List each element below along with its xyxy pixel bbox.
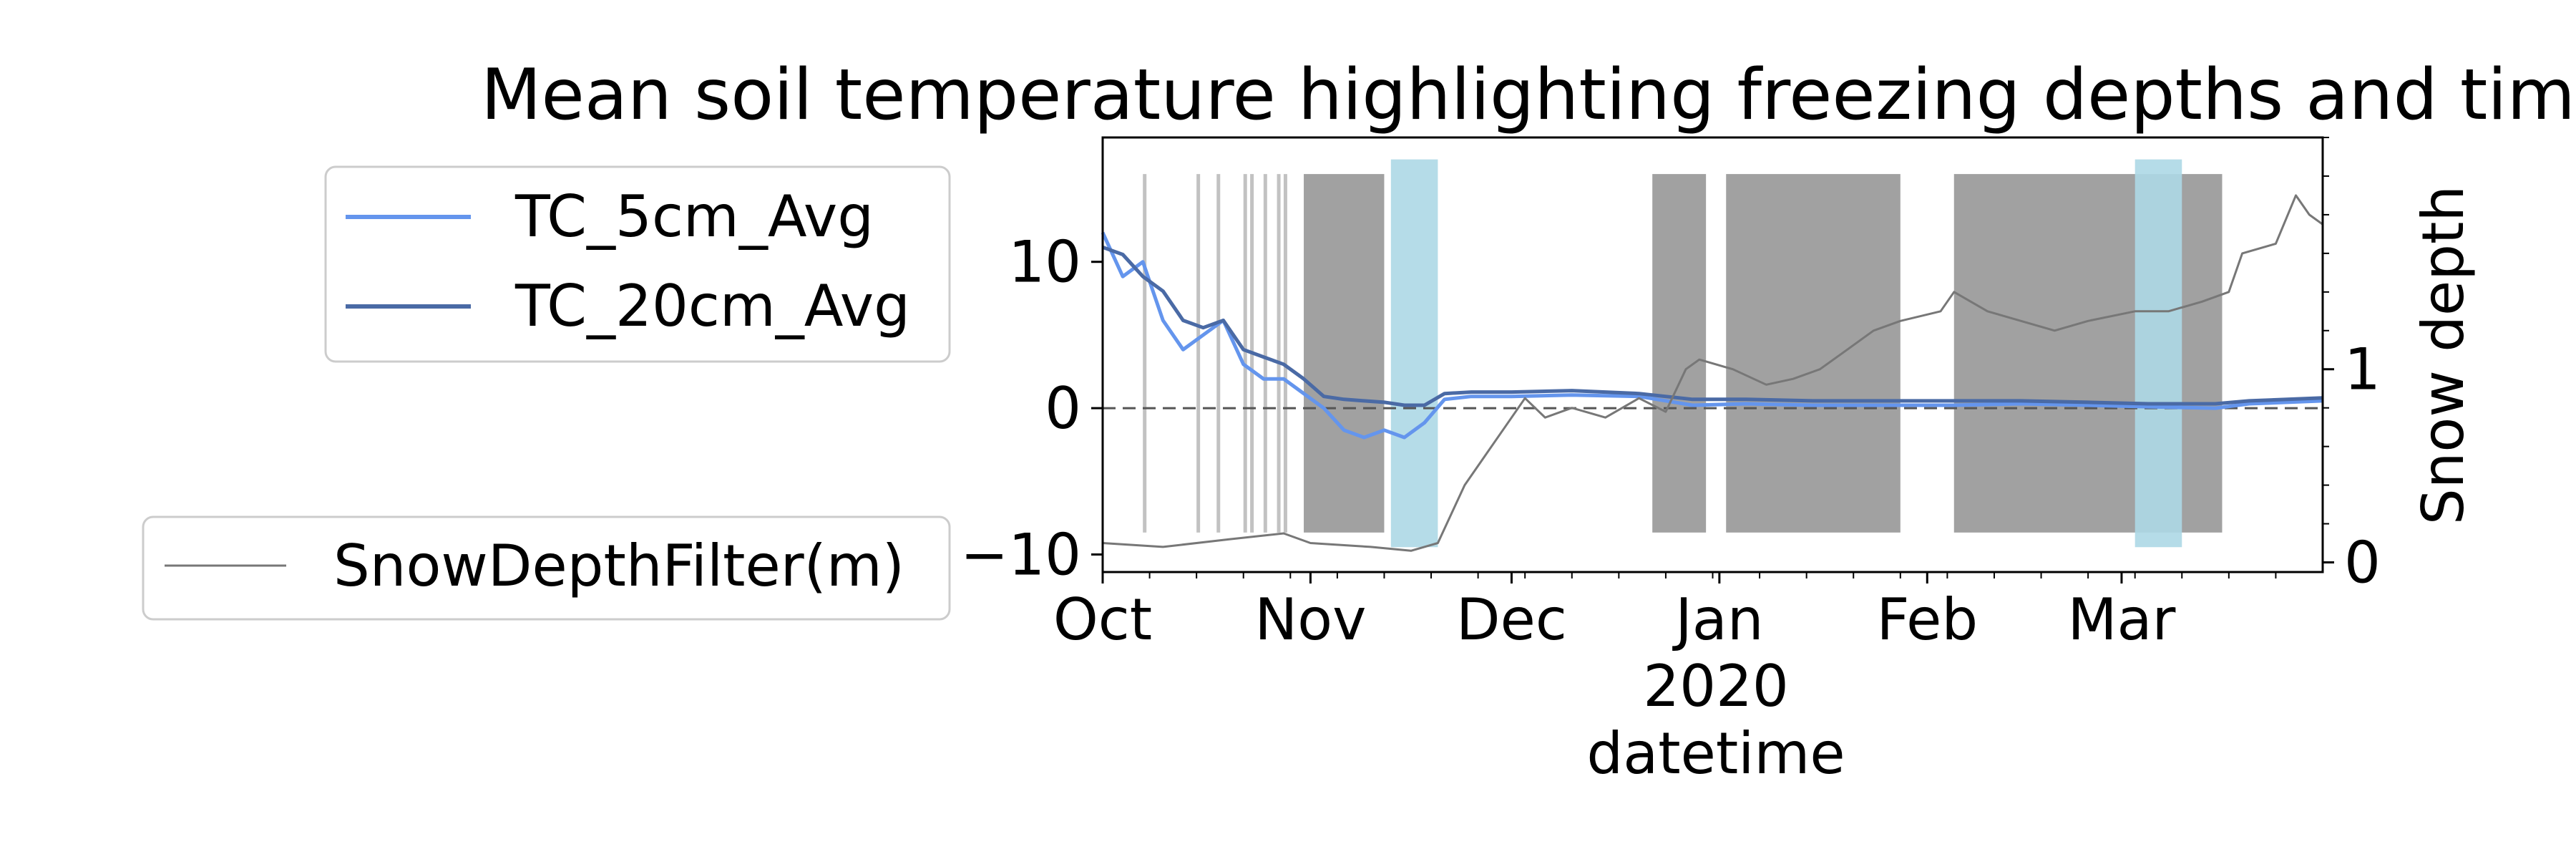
x-axis: Oct Nov Dec Jan Feb Mar [1053, 572, 2277, 653]
legend-label-tc5: TC_5cm_Avg [514, 183, 874, 250]
chart-title: Mean soil temperature highlighting freez… [481, 54, 2575, 136]
series-line-tc-20cm-avg [1102, 245, 2323, 407]
freeze-band-line-0 [1143, 174, 1147, 533]
freeze-band-line-5 [1263, 174, 1267, 533]
y-left-tick-label-1: 0 [1045, 375, 1081, 442]
series-layer [1101, 194, 2323, 552]
thaw-band-1 [2135, 159, 2182, 548]
y-right-tick-label-0: 0 [2344, 530, 2381, 596]
freeze-band-0 [1304, 174, 1385, 533]
legend-label-tc20: TC_20cm_Avg [514, 273, 910, 339]
y-axis-left: −10 0 10 [960, 229, 1103, 588]
y-left-tick-label-0: −10 [960, 521, 1081, 588]
freeze-band-line-2 [1216, 174, 1221, 533]
freeze-band-line-3 [1243, 174, 1247, 533]
x-tick-label-5: Mar [2067, 586, 2175, 653]
freeze-band-2 [1726, 174, 1901, 533]
y-left-tick-label-2: 10 [1008, 229, 1081, 296]
y-right-tick-label-1: 1 [2344, 336, 2381, 403]
freeze-band-1 [1652, 174, 1707, 533]
legend-label-snow: SnowDepthFilter(m) [333, 533, 904, 599]
legend-secondary: SnowDepthFilter(m) [142, 515, 951, 621]
freeze-band-line-7 [1283, 174, 1287, 533]
series-line-tc-5cm-avg [1101, 231, 2323, 440]
freeze-band-line-6 [1277, 174, 1281, 533]
y-axis-right: 01 [2323, 137, 2381, 596]
bands-layer [1143, 159, 2223, 548]
legend-primary-box [324, 165, 951, 363]
x-tick-label-4: Feb [1876, 586, 1978, 653]
freeze-band-line-1 [1196, 174, 1201, 533]
x-tick-label-2: Dec [1456, 586, 1567, 653]
legend-secondary-box [142, 515, 951, 621]
y-right-axis-label: Snow depth [2410, 185, 2477, 525]
thaw-band-0 [1390, 159, 1438, 548]
x-tick-label-0: Oct [1053, 586, 1152, 653]
x-axis-label: datetime [1586, 720, 1845, 787]
series-line-snowdepthfilter-m- [1102, 194, 2323, 552]
legend-primary: TC_5cm_Avg TC_20cm_Avg [324, 165, 951, 363]
x-tick-label-3: Jan [1672, 586, 1763, 653]
x-year-label: 2020 [1643, 653, 1789, 720]
x-tick-label-1: Nov [1254, 586, 1366, 653]
